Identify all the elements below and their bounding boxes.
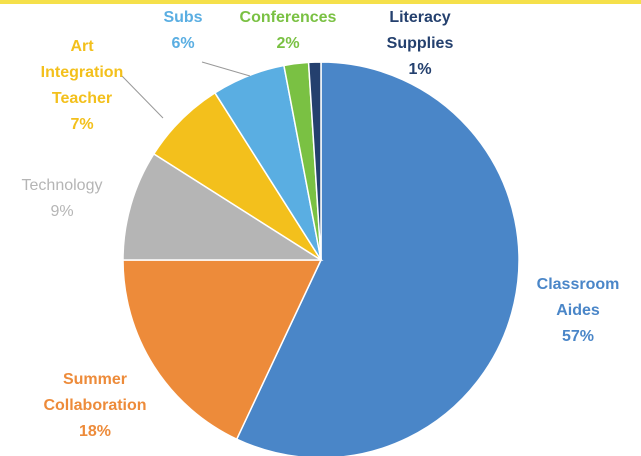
value-label: 6% xyxy=(171,35,195,52)
top-strip xyxy=(0,0,641,4)
slice-label: Conferences 2% xyxy=(233,5,343,57)
category-label: Art Integration Teacher xyxy=(40,38,124,107)
category-label: Subs xyxy=(163,9,203,26)
value-label: 2% xyxy=(276,35,300,52)
leader-line xyxy=(201,61,251,77)
slice-label: Technology 9% xyxy=(2,173,122,225)
slice-label: Subs 6% xyxy=(153,5,213,57)
slice-label: Art Integration Teacher 7% xyxy=(27,34,137,138)
value-label: 57% xyxy=(561,328,595,345)
category-label: Technology xyxy=(21,177,103,194)
leader-line xyxy=(121,75,164,119)
category-label: Summer Collaboration xyxy=(43,371,147,414)
value-label: 1% xyxy=(408,61,432,78)
slice-label: Summer Collaboration 18% xyxy=(30,367,160,445)
category-label: Classroom Aides xyxy=(536,276,620,319)
pie-slice xyxy=(122,259,323,441)
slice-label: Literacy Supplies 1% xyxy=(370,5,470,83)
pie xyxy=(122,61,520,456)
value-label: 9% xyxy=(50,203,74,220)
value-label: 18% xyxy=(78,423,112,440)
pie-slice xyxy=(122,152,324,261)
slice-label: Classroom Aides 57% xyxy=(528,272,628,350)
category-label: Conferences xyxy=(239,9,337,26)
category-label: Literacy Supplies xyxy=(386,9,454,52)
pie-slice xyxy=(307,61,322,261)
value-label: 7% xyxy=(70,116,94,133)
pie-slice xyxy=(235,61,520,456)
